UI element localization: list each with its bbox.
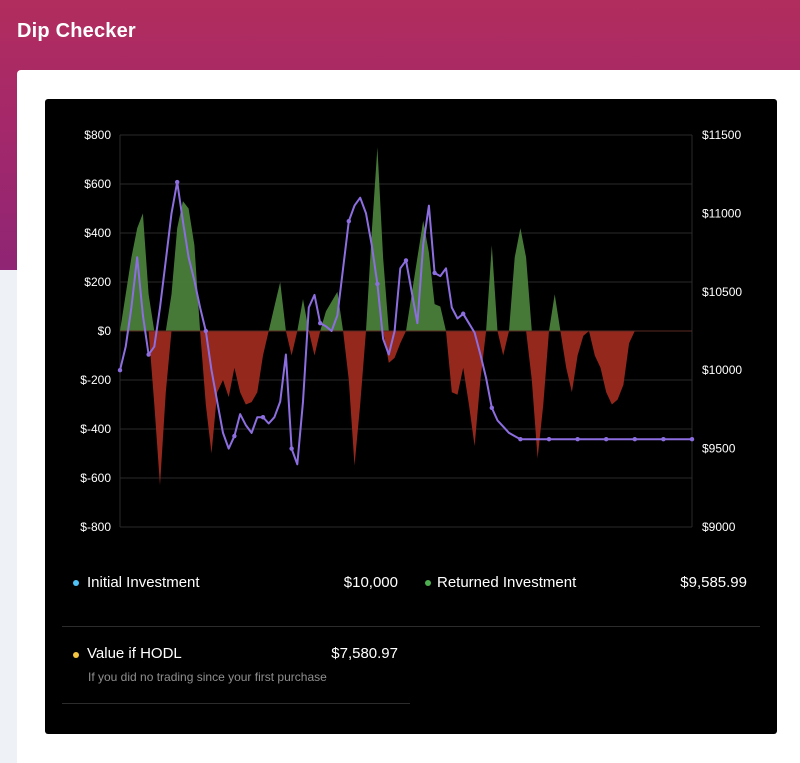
stat-returned-investment: Returned Investment $9,585.99 — [415, 569, 777, 599]
price-point — [546, 436, 552, 442]
price-point — [575, 436, 580, 442]
y-right-tick-label: $11000 — [702, 206, 741, 220]
y-left-tick-label: $200 — [84, 275, 111, 289]
divider — [62, 626, 760, 627]
green-dot-icon — [425, 580, 431, 586]
dip-chart-panel: $800 $600 $400 $200 $0 $-200 $-400 $-600 $-800 $1… — [45, 99, 777, 734]
price-point — [289, 446, 294, 451]
price-line — [119, 181, 692, 466]
price-point — [232, 433, 237, 439]
price-point — [146, 352, 151, 357]
y-left-tick-label: $-200 — [80, 373, 111, 387]
price-point — [432, 270, 437, 276]
stat-label: Returned Investment — [437, 574, 577, 591]
y-right-tick-label: $9500 — [702, 442, 736, 456]
price-point — [175, 179, 180, 185]
price-point — [403, 258, 409, 263]
y-right-tick-label: $10500 — [702, 285, 742, 299]
price-point — [318, 320, 323, 326]
dip-chart: $800 $600 $400 $200 $0 $-200 $-400 $-600 $-800 $1… — [80, 128, 742, 534]
y-right-tick-label: $11500 — [702, 128, 741, 142]
y-left-tick-label: $-800 — [80, 520, 111, 534]
price-point — [260, 415, 266, 420]
price-point — [203, 328, 208, 334]
stat-value-if-hodl: Value if HODL $7,580.97 If you did no tr… — [45, 639, 415, 699]
stat-value: $7,580.97 — [331, 645, 398, 662]
stat-value: $9,585.99 — [680, 574, 747, 591]
y-right-tick-label: $10000 — [702, 363, 742, 377]
price-point — [661, 436, 666, 442]
returns-area-series — [120, 147, 692, 486]
stat-label: Initial Investment — [87, 574, 200, 591]
price-point — [346, 219, 351, 224]
chart-axes: $800 $600 $400 $200 $0 $-200 $-400 $-600 $-800 $1… — [80, 128, 742, 534]
app-title: Dip Checker — [17, 20, 136, 42]
y-left-tick-label: $-400 — [80, 422, 111, 436]
y-left-tick-label: $600 — [84, 177, 111, 191]
price-line-series — [117, 179, 695, 466]
price-point — [375, 281, 380, 287]
blue-dot-icon — [73, 580, 79, 586]
divider — [62, 703, 410, 704]
price-point — [604, 436, 609, 442]
y-left-tick-label: $0 — [98, 324, 112, 338]
y-right-tick-label: $9000 — [702, 520, 736, 534]
y-left-tick-label: $400 — [84, 226, 111, 240]
stat-value: $10,000 — [343, 574, 398, 591]
price-point — [117, 368, 123, 373]
price-point — [689, 436, 695, 442]
positive-return-area — [120, 147, 692, 331]
price-point — [461, 311, 466, 316]
stat-label: Value if HODL — [87, 645, 182, 662]
y-left-tick-label: $800 — [84, 128, 111, 142]
stat-initial-investment: Initial Investment $10,000 — [45, 569, 415, 599]
price-point — [518, 436, 523, 442]
stat-hint: If you did no trading since your first p… — [88, 670, 327, 684]
yellow-dot-icon — [73, 652, 79, 658]
price-point — [489, 405, 494, 411]
price-point — [632, 436, 637, 442]
negative-return-area — [120, 331, 692, 486]
y-left-tick-label: $-600 — [80, 471, 111, 485]
